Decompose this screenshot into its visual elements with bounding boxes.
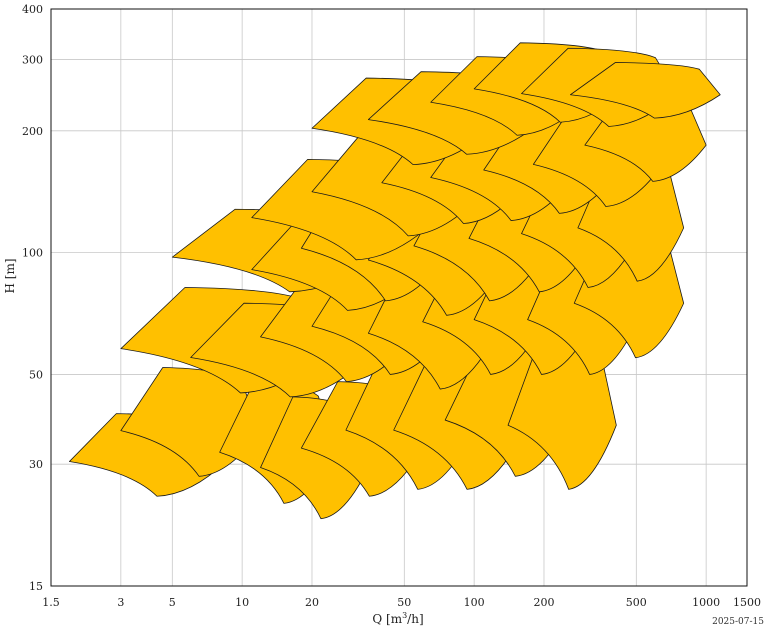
x-tick-label: 10: [235, 596, 249, 609]
plot-frame: [50, 8, 748, 587]
y-tick-label: 300: [22, 54, 43, 67]
pump-region: [570, 62, 721, 119]
y-tick-label: 100: [22, 247, 43, 260]
x-tick-label: 200: [533, 596, 554, 609]
x-axis-label: Q [m3/h]: [372, 611, 423, 626]
x-tick-label: 50: [397, 596, 411, 609]
y-tick-label: 200: [22, 125, 43, 138]
pump-curve-regions: [68, 42, 721, 520]
y-tick-label: 50: [29, 368, 43, 381]
x-tick-label: 1.5: [42, 596, 60, 609]
x-tick-label: 500: [626, 596, 647, 609]
x-tick-label: 1500: [733, 596, 761, 609]
x-tick-label: 20: [305, 596, 319, 609]
x-tick-label: 1000: [692, 596, 720, 609]
y-tick-label: 30: [29, 458, 43, 471]
y-tick-labels: 15 30 50 100 200 300 400: [22, 3, 43, 593]
y-axis-label: H [m]: [3, 258, 17, 293]
date-stamp: 2025-07-15: [712, 617, 764, 627]
x-tick-label: 3: [117, 596, 124, 609]
x-tick-label: 5: [169, 596, 176, 609]
x-tick-labels: 1.5 3 5 10 20 50 100 200 500 1000 1500: [42, 596, 761, 609]
y-tick-label: 15: [29, 580, 43, 593]
x-tick-label: 100: [464, 596, 485, 609]
y-tick-label: 400: [22, 3, 43, 16]
